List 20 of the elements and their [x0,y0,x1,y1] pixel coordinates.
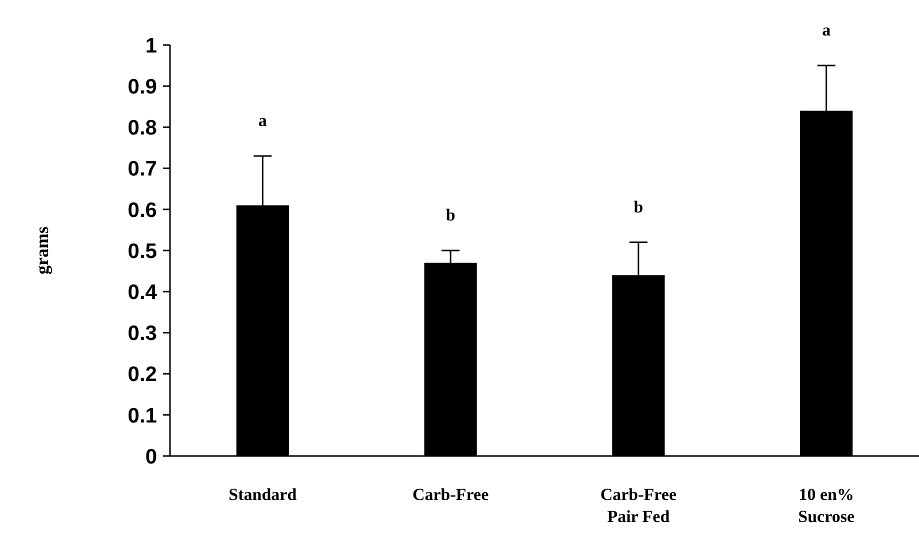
y-tick-label: 0.1 [128,404,158,428]
y-tick-label: 0.4 [128,280,158,304]
annotation: b [446,206,456,224]
annotation: a [258,110,268,130]
text: a [822,20,832,40]
y-tick-label: 0.9 [128,75,157,98]
y-tick-label: 0.2 [128,363,157,386]
y-tick-label: 0.6 [128,198,157,222]
y-tick-label: 0.5 [128,240,158,263]
x-tick-label: Standard [228,485,298,504]
y-tick-label: 0.7 [128,158,157,181]
y-tick-label: 0.8 [128,116,158,140]
y-axis-title: grams [32,226,52,274]
annotation: b [634,197,644,216]
y-tick-label: 0 [145,445,157,468]
y-tick-label: 0.3 [128,322,157,346]
y-tick-label: 1 [145,34,158,58]
x-tick-label: 10 en% Sucrose [798,485,855,526]
x-tick-label: Carb-Free [412,485,490,504]
x-tick-label: Carb-Free Pair Fed [600,485,677,526]
